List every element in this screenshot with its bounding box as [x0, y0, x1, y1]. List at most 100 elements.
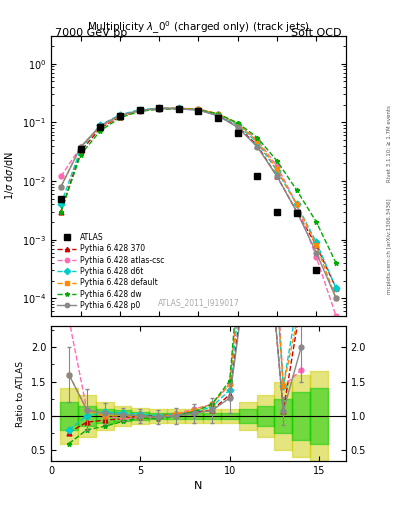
- ATLAS: [78, 146, 83, 152]
- Line: Pythia 6.428 default: Pythia 6.428 default: [59, 106, 338, 301]
- Pythia 6.428 d6t: [78, 146, 83, 152]
- Pythia 6.428 370: [196, 106, 201, 113]
- Pythia 6.428 dw: [157, 106, 162, 112]
- Pythia 6.428 370: [294, 209, 299, 215]
- Pythia 6.428 default: [157, 105, 162, 112]
- Pythia 6.428 370: [235, 123, 240, 130]
- Pythia 6.428 p0: [334, 295, 338, 302]
- Pythia 6.428 dw: [334, 260, 338, 266]
- Pythia 6.428 p0: [157, 105, 162, 112]
- Y-axis label: Ratio to ATLAS: Ratio to ATLAS: [16, 360, 25, 426]
- Pythia 6.428 370: [78, 148, 83, 155]
- Pythia 6.428 d6t: [314, 239, 319, 245]
- Pythia 6.428 p0: [176, 106, 181, 112]
- Pythia 6.428 370: [334, 285, 338, 291]
- Pythia 6.428 dw: [137, 108, 142, 114]
- Text: Rivet 3.1.10; ≥ 1.7M events: Rivet 3.1.10; ≥ 1.7M events: [387, 105, 392, 182]
- Pythia 6.428 dw: [78, 152, 83, 158]
- Pythia 6.428 d6t: [275, 167, 279, 174]
- Pythia 6.428 dw: [98, 127, 103, 134]
- Pythia 6.428 dw: [235, 120, 240, 126]
- X-axis label: N: N: [194, 481, 203, 491]
- Pythia 6.428 p0: [216, 113, 220, 119]
- Pythia 6.428 dw: [275, 158, 279, 164]
- Pythia 6.428 atlas-csc: [294, 201, 299, 207]
- Pythia 6.428 370: [137, 108, 142, 114]
- Pythia 6.428 p0: [98, 122, 103, 129]
- Pythia 6.428 default: [235, 121, 240, 127]
- ATLAS: [176, 106, 181, 112]
- Pythia 6.428 d6t: [196, 106, 201, 113]
- ATLAS: [196, 108, 201, 114]
- ATLAS: [275, 209, 279, 215]
- Pythia 6.428 p0: [314, 250, 319, 256]
- Pythia 6.428 default: [98, 123, 103, 130]
- Pythia 6.428 atlas-csc: [137, 108, 142, 114]
- Pythia 6.428 d6t: [176, 105, 181, 111]
- Pythia 6.428 dw: [255, 135, 260, 141]
- Pythia 6.428 dw: [118, 115, 122, 121]
- Pythia 6.428 default: [196, 106, 201, 112]
- Pythia 6.428 atlas-csc: [98, 123, 103, 130]
- Pythia 6.428 default: [216, 111, 220, 117]
- Pythia 6.428 default: [59, 184, 63, 190]
- Line: ATLAS: ATLAS: [57, 105, 320, 274]
- ATLAS: [255, 174, 260, 180]
- Pythia 6.428 370: [118, 114, 122, 120]
- Pythia 6.428 dw: [294, 187, 299, 193]
- Pythia 6.428 default: [176, 105, 181, 111]
- Pythia 6.428 default: [275, 166, 279, 172]
- Pythia 6.428 atlas-csc: [216, 111, 220, 117]
- Line: Pythia 6.428 dw: Pythia 6.428 dw: [59, 106, 338, 265]
- Pythia 6.428 370: [98, 125, 103, 131]
- ATLAS: [216, 115, 220, 121]
- ATLAS: [157, 105, 162, 111]
- Line: Pythia 6.428 370: Pythia 6.428 370: [59, 106, 338, 290]
- Pythia 6.428 atlas-csc: [78, 144, 83, 150]
- Pythia 6.428 d6t: [255, 140, 260, 146]
- Line: Pythia 6.428 p0: Pythia 6.428 p0: [59, 106, 338, 301]
- Pythia 6.428 default: [137, 108, 142, 114]
- ATLAS: [59, 196, 63, 202]
- Pythia 6.428 d6t: [294, 201, 299, 207]
- Pythia 6.428 dw: [314, 219, 319, 225]
- Pythia 6.428 default: [314, 242, 319, 248]
- Pythia 6.428 dw: [176, 106, 181, 112]
- Pythia 6.428 d6t: [137, 106, 142, 113]
- ATLAS: [137, 108, 142, 114]
- Pythia 6.428 370: [216, 113, 220, 119]
- Text: mcplots.cern.ch [arXiv:1306.3436]: mcplots.cern.ch [arXiv:1306.3436]: [387, 198, 392, 293]
- Pythia 6.428 p0: [294, 209, 299, 215]
- Pythia 6.428 d6t: [59, 201, 63, 207]
- Pythia 6.428 default: [118, 113, 122, 119]
- Pythia 6.428 atlas-csc: [196, 106, 201, 112]
- Title: Multiplicity $\lambda\_0^0$ (charged only) (track jets): Multiplicity $\lambda\_0^0$ (charged onl…: [87, 19, 310, 36]
- Pythia 6.428 370: [255, 143, 260, 149]
- Pythia 6.428 default: [334, 295, 338, 302]
- Pythia 6.428 d6t: [98, 122, 103, 128]
- Pythia 6.428 d6t: [118, 112, 122, 118]
- Pythia 6.428 dw: [59, 209, 63, 215]
- Pythia 6.428 d6t: [235, 122, 240, 128]
- Pythia 6.428 p0: [118, 112, 122, 118]
- Pythia 6.428 370: [176, 105, 181, 111]
- Y-axis label: 1/$\sigma$ d$\sigma$/dN: 1/$\sigma$ d$\sigma$/dN: [4, 152, 17, 200]
- Text: ATLAS_2011_I919017: ATLAS_2011_I919017: [158, 298, 239, 308]
- Pythia 6.428 d6t: [216, 112, 220, 118]
- Pythia 6.428 370: [275, 174, 279, 180]
- Text: Soft QCD: Soft QCD: [292, 28, 342, 38]
- ATLAS: [314, 267, 319, 273]
- Pythia 6.428 atlas-csc: [118, 114, 122, 120]
- ATLAS: [98, 123, 103, 130]
- Pythia 6.428 p0: [275, 174, 279, 180]
- Pythia 6.428 atlas-csc: [314, 254, 319, 261]
- Pythia 6.428 p0: [59, 184, 63, 190]
- Pythia 6.428 default: [78, 144, 83, 150]
- Pythia 6.428 dw: [216, 111, 220, 117]
- Pythia 6.428 atlas-csc: [157, 106, 162, 112]
- Pythia 6.428 370: [157, 105, 162, 111]
- Pythia 6.428 atlas-csc: [176, 105, 181, 111]
- Pythia 6.428 p0: [255, 144, 260, 150]
- Line: Pythia 6.428 atlas-csc: Pythia 6.428 atlas-csc: [59, 106, 338, 318]
- Pythia 6.428 p0: [137, 108, 142, 114]
